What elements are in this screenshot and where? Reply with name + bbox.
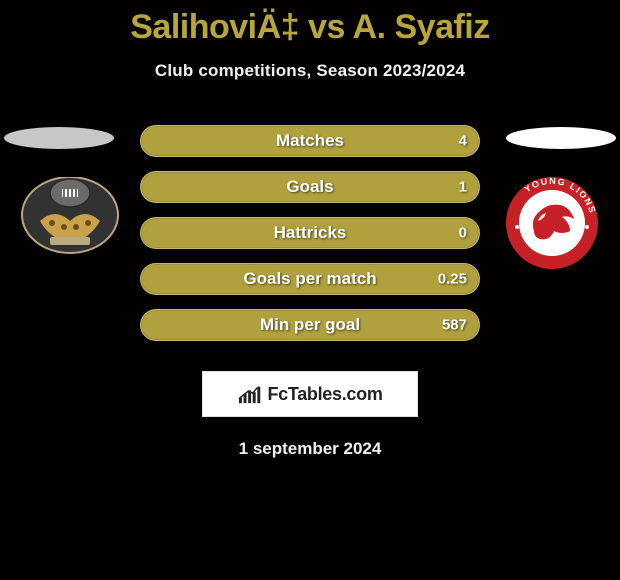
stat-label: Goals xyxy=(286,177,333,197)
brand-text: FcTables.com xyxy=(267,384,382,405)
stats-table: Matches 4 Goals 1 Hattricks 0 Goals per … xyxy=(140,125,480,341)
stat-label: Hattricks xyxy=(274,223,347,243)
stat-row-matches: Matches 4 xyxy=(140,125,480,157)
player2-name: A. Syafiz xyxy=(353,8,490,46)
stat-value-right: 0 xyxy=(459,225,467,242)
stat-row-goals: Goals 1 xyxy=(140,171,480,203)
left-player-oval xyxy=(4,127,114,149)
stat-row-goals-per-match: Goals per match 0.25 xyxy=(140,263,480,295)
date-label: 1 september 2024 xyxy=(0,439,620,459)
stat-row-hattricks: Hattricks 0 xyxy=(140,217,480,249)
club-badge-right-icon: YOUNG LIONS xyxy=(504,175,600,271)
player1-name: SalihoviÄ‡ xyxy=(130,8,299,46)
stat-label: Min per goal xyxy=(260,315,360,335)
club-badge-right: YOUNG LIONS xyxy=(504,175,600,271)
competition-subtitle: Club competitions, Season 2023/2024 xyxy=(0,61,620,81)
content-area: YOUNG LIONS Matches 4 Goals 1 Hattricks … xyxy=(0,125,620,459)
right-player-oval xyxy=(506,127,616,149)
brand-badge: FcTables.com xyxy=(202,371,418,417)
club-badge-left xyxy=(20,177,120,257)
stat-value-right: 4 xyxy=(459,133,467,150)
club-badge-left-icon xyxy=(20,177,120,257)
vs-label: vs xyxy=(308,8,345,46)
stat-value-right: 1 xyxy=(459,179,467,196)
brand-chart-icon xyxy=(237,383,263,405)
stat-row-min-per-goal: Min per goal 587 xyxy=(140,309,480,341)
stat-value-right: 0.25 xyxy=(438,271,467,288)
stat-value-right: 587 xyxy=(442,317,467,334)
stat-label: Goals per match xyxy=(243,269,376,289)
stat-label: Matches xyxy=(276,131,344,151)
comparison-title: SalihoviÄ‡ vs A. Syafiz xyxy=(0,0,620,47)
